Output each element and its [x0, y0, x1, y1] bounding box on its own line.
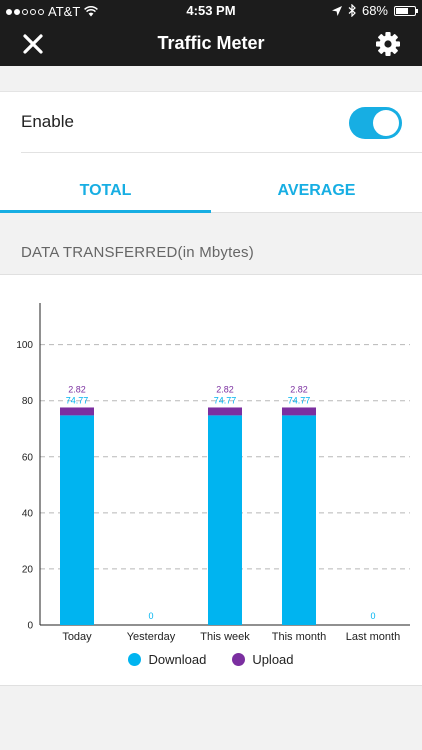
tab-bar: TOTAL AVERAGE	[0, 153, 422, 213]
data-label-download: 0	[370, 611, 375, 621]
location-icon	[331, 5, 342, 16]
y-tick-label: 20	[22, 564, 34, 575]
legend-item-upload: Upload	[232, 652, 294, 667]
data-label-upload: 2.82	[216, 384, 234, 394]
x-category-label: Last month	[346, 631, 400, 643]
bar-upload	[282, 407, 316, 416]
y-tick-label: 40	[22, 508, 34, 519]
tab-total[interactable]: TOTAL	[0, 153, 211, 213]
bar-upload	[208, 407, 242, 416]
enable-label: Enable	[21, 112, 74, 131]
x-category-label: This month	[272, 631, 326, 643]
data-label-download: 74.77	[214, 395, 237, 405]
section-label: DATA TRANSFERRED(in Mbytes)	[21, 244, 254, 261]
status-time: 4:53 PM	[186, 3, 236, 18]
y-tick-label: 80	[22, 396, 34, 407]
page-title: Traffic Meter	[157, 33, 265, 53]
divider	[21, 152, 422, 153]
battery-icon	[394, 5, 418, 16]
data-label-download: 74.77	[288, 395, 311, 405]
bar-download	[282, 415, 316, 625]
y-tick-label: 100	[16, 340, 33, 351]
bar-download	[60, 415, 94, 625]
x-category-label: Yesterday	[127, 631, 176, 643]
data-label-upload: 2.82	[68, 384, 86, 394]
download-swatch	[128, 653, 142, 666]
y-tick-label: 60	[22, 452, 34, 463]
status-left: AT&T	[6, 4, 99, 19]
chart-legend: Download Upload	[0, 652, 422, 667]
chart-panel: 0 20 40 60 80 100 74.77 2.82 Today 0 Yesterday 74.7…	[0, 274, 422, 686]
upload-swatch	[232, 653, 246, 666]
x-category-label: Today	[62, 631, 92, 643]
enable-row: Enable	[0, 91, 422, 153]
close-icon[interactable]	[20, 31, 46, 57]
bluetooth-icon	[348, 4, 356, 17]
x-category-label: This week	[200, 631, 250, 643]
wifi-icon	[84, 6, 99, 17]
app-header: Traffic Meter	[0, 22, 422, 66]
y-tick-label: 0	[27, 621, 33, 632]
status-bar: AT&T 4:53 PM 68%	[0, 0, 422, 22]
bar-upload	[60, 407, 94, 416]
tab-average[interactable]: AVERAGE	[277, 182, 356, 199]
carrier-label: AT&T	[48, 4, 81, 19]
legend-item-download: Download	[128, 652, 206, 667]
gear-icon[interactable]	[374, 30, 402, 58]
status-right: 68%	[331, 3, 418, 18]
signal-strength-icon	[6, 8, 44, 15]
bar-download	[208, 415, 242, 625]
data-label-upload: 2.82	[290, 384, 308, 394]
data-chart: 02040608010074.772.82Today0Yesterday74.7…	[16, 303, 410, 643]
battery-level	[396, 7, 409, 14]
battery-percent: 68%	[361, 3, 388, 18]
enable-toggle[interactable]	[349, 107, 402, 139]
toggle-knob	[373, 110, 399, 136]
data-label-download: 74.77	[66, 395, 89, 405]
legend-label-download: Download	[148, 652, 207, 667]
data-label-download: 0	[148, 611, 153, 621]
legend-label-upload: Upload	[252, 652, 294, 667]
